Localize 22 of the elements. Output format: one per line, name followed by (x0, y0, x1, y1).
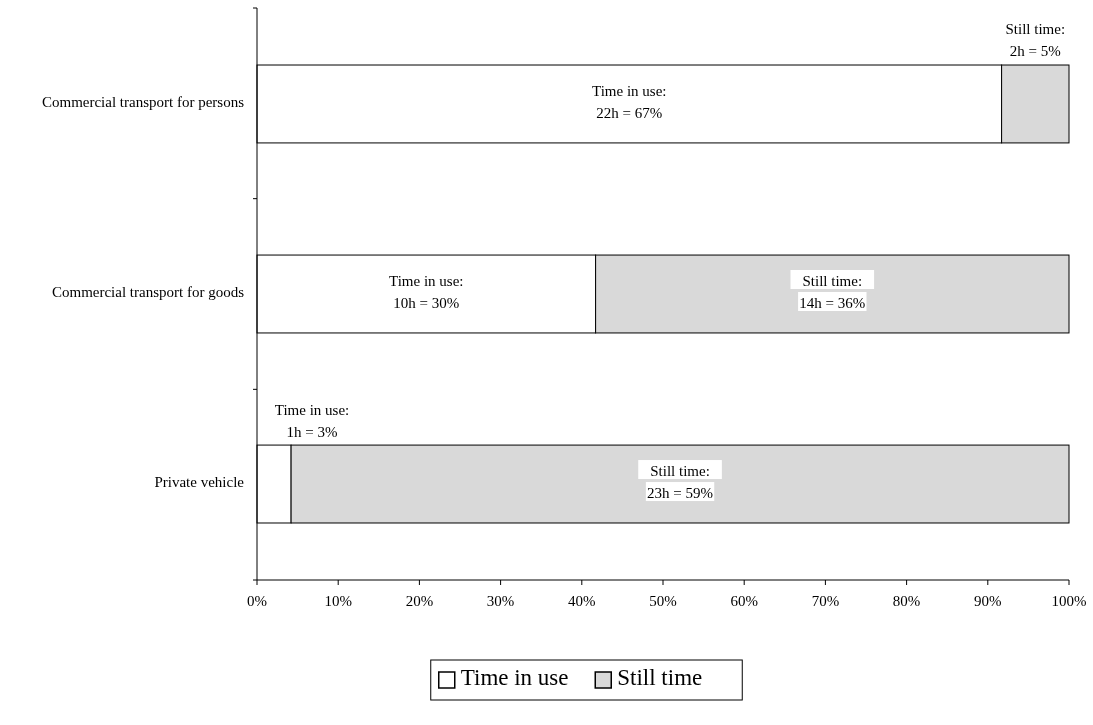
annotation: Time in use: 22h = 67% (592, 83, 667, 122)
x-tick-label: 60% (730, 593, 758, 609)
y-tick-label: Commercial transport for goods (51, 284, 245, 301)
x-tick-label: 0% (247, 593, 267, 609)
x-tick-label: 20% (405, 593, 434, 609)
legend-label: Time in use (460, 665, 569, 691)
x-tick-label: 40% (568, 593, 596, 609)
x-tick-label: 90% (974, 593, 1002, 609)
annotation: Time in use: 10h = 30% (389, 273, 464, 312)
annotation: Still time: 23h = 59% (647, 463, 714, 502)
annotation: Still time: 14h = 36% (799, 273, 866, 312)
x-tick-label: 10% (324, 593, 352, 609)
y-tick-label: Commercial transport for persons (41, 94, 245, 111)
legend-label: Still time (617, 665, 703, 691)
x-tick-label: 50% (649, 593, 677, 609)
x-tick-label: 30% (486, 593, 515, 609)
annotation: Time in use: 1h = 3% (274, 401, 350, 440)
x-tick-label: 100% (1051, 593, 1087, 609)
annotation: Still time: 2h = 5% (1005, 21, 1066, 60)
y-tick-label: Private vehicle (154, 474, 245, 491)
x-tick-label: 80% (892, 593, 921, 609)
x-tick-label: 70% (811, 593, 840, 609)
